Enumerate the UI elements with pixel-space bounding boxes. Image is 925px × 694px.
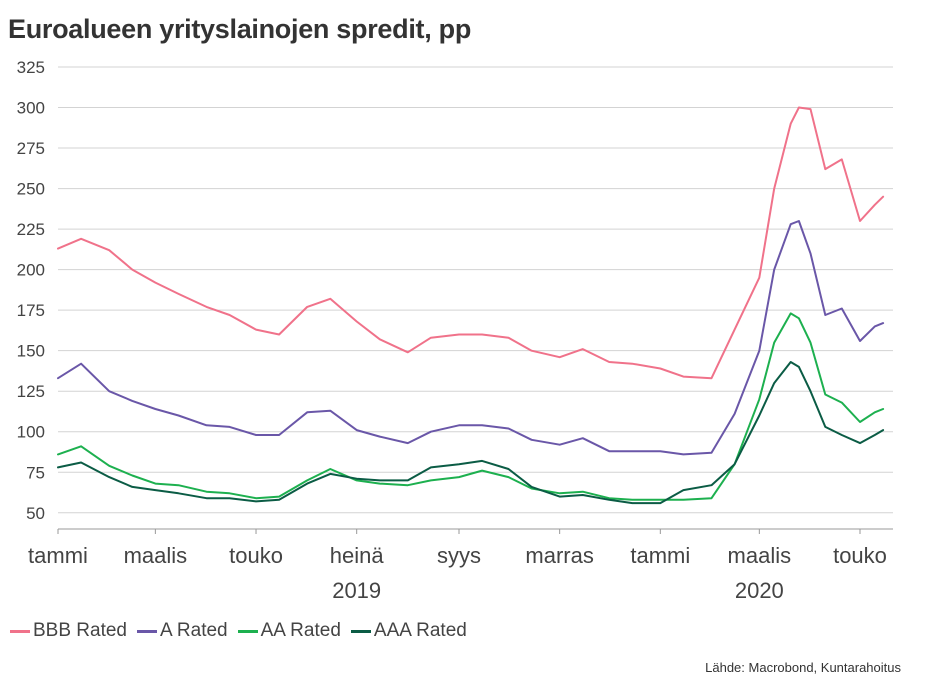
legend-item-a: A Rated: [137, 620, 228, 642]
y-tick-label-200: 200: [17, 261, 45, 280]
x-tick-label-tammi-6: tammi: [630, 543, 690, 568]
legend: BBB Rated A Rated AA Rated AAA Rated: [10, 620, 467, 642]
series-line-aa-rated: [57, 312, 885, 501]
y-tick-label-300: 300: [17, 99, 45, 118]
y-tick-label-275: 275: [17, 139, 45, 158]
x-tick-label-marras-5: marras: [525, 543, 593, 568]
y-axis: 50 75 100 125 150 175 200 225 250 275 300 325: [17, 58, 45, 523]
y-tick-label-225: 225: [17, 220, 45, 239]
legend-item-aa: AA Rated: [237, 620, 341, 642]
x-axis: tammi maalis touko heinä syys marras tammi maal…: [28, 528, 893, 603]
x-tick-label-tammi-0: tammi: [28, 543, 88, 568]
y-tick-label-175: 175: [17, 301, 45, 320]
year-label-2020: 2020: [735, 578, 784, 603]
legend-label-bbb: BBB Rated: [33, 620, 127, 641]
source-note: Lähde: Macrobond, Kuntarahoitus: [705, 660, 901, 675]
legend-swatch-a: [137, 629, 157, 633]
legend-swatch-aaa: [350, 629, 371, 633]
series-line-a-rated: [57, 220, 885, 456]
legend-label-a: A Rated: [160, 620, 228, 641]
legend-item-bbb: BBB Rated: [10, 620, 127, 642]
y-tick-label-125: 125: [17, 382, 45, 401]
legend-item-aaa: AAA Rated: [350, 620, 467, 642]
x-tick-label-touko-2: touko: [229, 543, 283, 568]
y-tick-label-150: 150: [17, 342, 45, 361]
y-tick-label-325: 325: [17, 58, 45, 77]
chart-title: Euroalueen yrityslainojen spredit, pp: [8, 14, 472, 44]
x-tick-label-maalis-7: maalis: [728, 543, 792, 568]
x-tick-label-syys-4: syys: [437, 543, 481, 568]
legend-label-aaa: AAA Rated: [373, 620, 467, 641]
legend-label-aa: AA Rated: [260, 620, 341, 641]
x-tick-label-maalis-1: maalis: [124, 543, 188, 568]
year-label-2019: 2019: [332, 578, 381, 603]
series-lines: [57, 106, 885, 505]
series-line-bbb-rated: [57, 106, 885, 380]
y-tick-label-75: 75: [26, 463, 45, 482]
x-tick-label-heinä-3: heinä: [330, 543, 385, 568]
y-tick-label-50: 50: [26, 504, 45, 523]
series-line-aaa-rated: [57, 361, 885, 505]
legend-swatch-bbb: [10, 629, 30, 633]
y-tick-label-250: 250: [17, 180, 45, 199]
gridlines: [58, 66, 893, 514]
y-tick-label-100: 100: [17, 423, 45, 442]
x-tick-label-touko-8: touko: [833, 543, 887, 568]
legend-swatch-aa: [237, 629, 258, 633]
